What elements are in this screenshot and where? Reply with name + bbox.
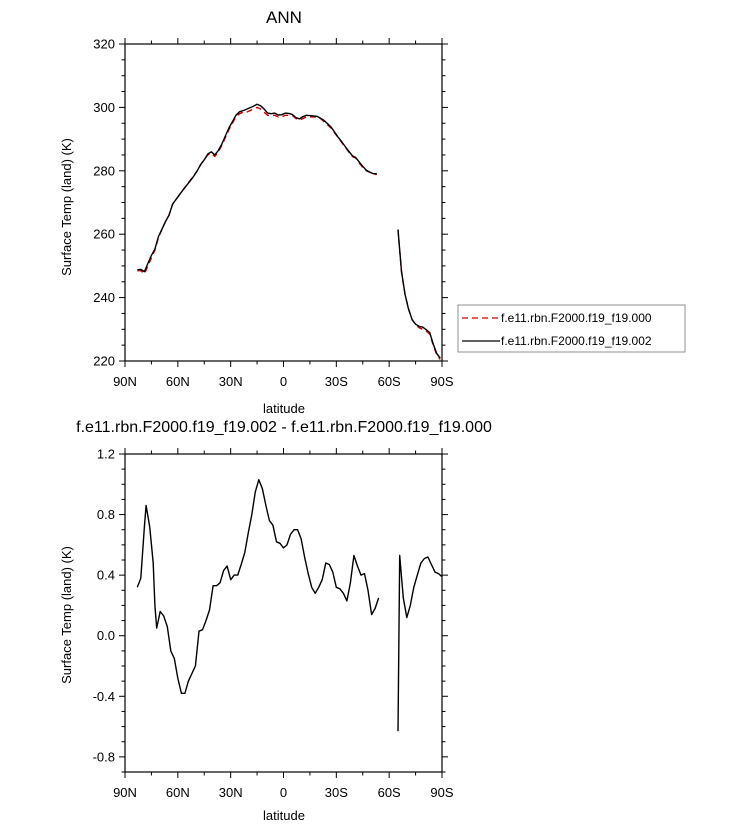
top-x-tick-label: 90S (430, 374, 453, 389)
top-y-tick-label: 260 (93, 227, 115, 242)
bottom-panel-ticks: 90N 60N 30N 0 30S 60S 90S -0.8 -0.4 0.0 0.4 0.8 1.2 (93, 447, 454, 801)
top-x-tick-label: 90N (113, 374, 137, 389)
bottom-x-tick-label: 30S (325, 785, 348, 800)
bottom-y-tick-label: -0.4 (93, 689, 115, 704)
top-x-tick-label: 0 (280, 374, 287, 389)
bottom-panel-x-axis-label: latitude (263, 808, 305, 823)
top-y-tick-label: 280 (93, 163, 115, 178)
top-panel-y-axis-label: Surface Temp (land) (K) (59, 138, 74, 276)
bottom-y-tick-label: 0.8 (97, 507, 115, 522)
top-y-tick-label: 220 (93, 354, 115, 369)
top-x-tick-label: 30S (325, 374, 348, 389)
bottom-x-tick-label: 30N (219, 785, 243, 800)
bottom-y-tick-label: -0.8 (93, 749, 115, 764)
bottom-panel-frame (124, 453, 443, 773)
bottom-panel-series (136, 479, 443, 732)
bottom-series-line-0 (136, 479, 443, 732)
top-series-line-0 (137, 106, 441, 360)
legend-label-series-002: f.e11.rbn.F2000.f19_f19.002 (501, 334, 652, 348)
top-series-line-1 (137, 103, 441, 359)
bottom-x-tick-label: 0 (280, 785, 287, 800)
top-panel-title: ANN (266, 8, 302, 27)
bottom-x-tick-label: 90S (430, 785, 453, 800)
top-x-tick-label: 60N (166, 374, 190, 389)
bottom-x-tick-label: 60N (166, 785, 190, 800)
bottom-x-tick-label: 60S (378, 785, 401, 800)
bottom-panel-y-axis-label: Surface Temp (land) (K) (59, 546, 74, 684)
top-x-tick-label: 30N (219, 374, 243, 389)
top-x-tick-label: 60S (378, 374, 401, 389)
bottom-x-tick-label: 90N (113, 785, 137, 800)
top-panel-frame (124, 43, 443, 362)
bottom-y-tick-label: 0.0 (97, 628, 115, 643)
bottom-y-tick-label: 0.4 (97, 568, 115, 583)
top-panel-series (137, 103, 441, 360)
top-y-tick-label: 300 (93, 100, 115, 115)
bottom-panel-title: f.e11.rbn.F2000.f19_f19.002 - f.e11.rbn.… (76, 419, 492, 436)
legend-label-series-000: f.e11.rbn.F2000.f19_f19.000 (501, 311, 652, 325)
top-panel-x-axis-label: latitude (263, 401, 305, 416)
top-y-tick-label: 320 (93, 37, 115, 52)
legend: f.e11.rbn.F2000.f19_f19.000 f.e11.rbn.F2… (457, 304, 686, 353)
bottom-panel: f.e11.rbn.F2000.f19_f19.002 - f.e11.rbn.… (59, 419, 492, 823)
legend-box (457, 304, 686, 353)
top-panel-ticks: 90N 60N 30N 0 30S 60S 90S 220 240 260 280 300 320 (93, 37, 454, 390)
bottom-y-tick-label: 1.2 (97, 447, 115, 462)
top-panel: ANN Surface Temp (land) (K) latitude 90N… (59, 8, 454, 416)
top-y-tick-label: 240 (93, 290, 115, 305)
